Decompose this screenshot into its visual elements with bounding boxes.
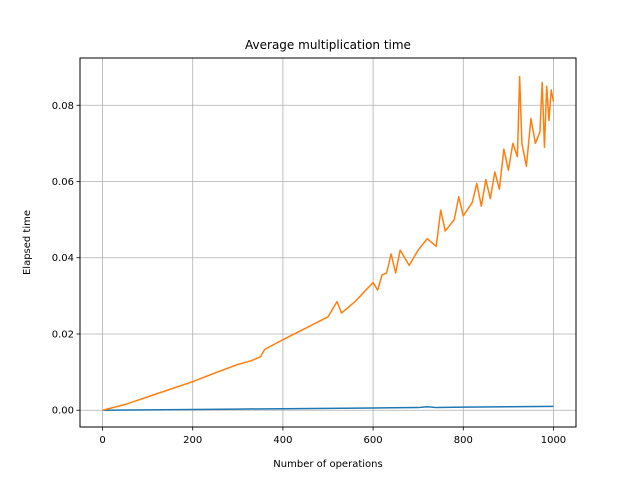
x-tick-label: 1000 bbox=[541, 435, 566, 446]
y-axis-label: Elapsed time bbox=[22, 210, 33, 275]
plot-area-frame bbox=[79, 57, 577, 428]
x-tick-label: 200 bbox=[183, 435, 202, 446]
x-tick-label: 0 bbox=[99, 435, 105, 446]
x-tick-label: 800 bbox=[454, 435, 473, 446]
y-tick-label: 0.00 bbox=[52, 406, 74, 417]
y-tick-label: 0.08 bbox=[52, 101, 74, 112]
y-tick-label: 0.06 bbox=[52, 177, 74, 188]
y-tick-label: 0.02 bbox=[52, 329, 74, 340]
series-line-1 bbox=[102, 405, 554, 411]
x-axis-label: Number of operations bbox=[273, 459, 382, 470]
series-group bbox=[102, 75, 555, 411]
ticks: 0 200 400 600 800 1000 0.00 0.02 0.04 0.06 0.08 bbox=[52, 101, 566, 446]
series-line-2 bbox=[102, 75, 555, 411]
chart-title: Average multiplication time bbox=[245, 38, 411, 52]
x-tick-label: 400 bbox=[273, 435, 292, 446]
x-tick-label: 600 bbox=[364, 435, 383, 446]
y-tick-label: 0.04 bbox=[52, 253, 74, 264]
